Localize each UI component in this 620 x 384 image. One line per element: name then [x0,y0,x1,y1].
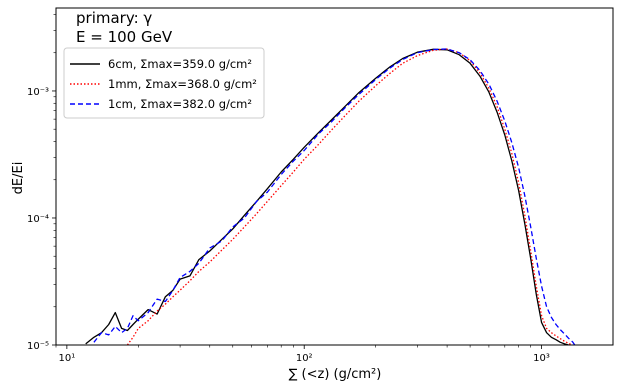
x-axis-title: ∑ (<z) (g/cm²) [289,367,382,382]
legend-box [63,47,265,119]
y-tick-label-2: 10⁻³ [27,87,49,98]
x-tick-label-0: 10¹ [58,353,75,364]
annotation-primary: primary: γ [76,9,152,27]
y-tick-label-0: 10⁻⁵ [27,341,49,352]
series-group [85,48,576,345]
plot-frame [55,7,614,346]
legend-label-1: 1mm, Σmax=368.0 g/cm² [108,77,257,91]
series-line-2 [93,48,576,345]
ticks-group: 10¹ 10² 10³ 10⁻⁵ 10⁻⁴ 10⁻³ [27,14,550,364]
y-axis-title: dE/Ei [11,162,26,195]
x-tick-label-1: 10² [296,353,313,364]
x-tick-label-2: 10³ [533,353,550,364]
legend-label-2: 1cm, Σmax=382.0 g/cm² [108,97,252,111]
series-line-0 [85,48,569,345]
legend: 6cm, Σmax=359.0 g/cm² 1mm, Σmax=368.0 g/c… [63,47,265,119]
y-tick-label-1: 10⁻⁴ [27,214,49,225]
annotation-energy: E = 100 GeV [76,28,173,46]
series-line-1 [126,48,573,345]
legend-label-0: 6cm, Σmax=359.0 g/cm² [108,57,252,71]
